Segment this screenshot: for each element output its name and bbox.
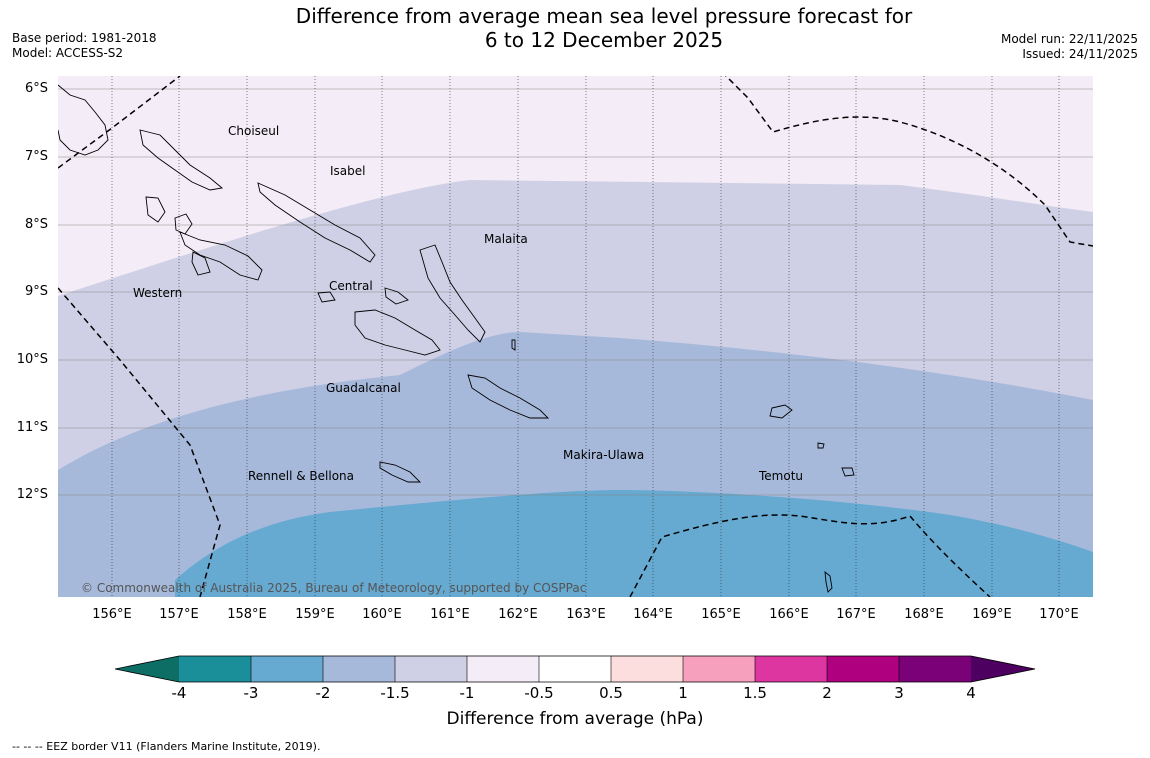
vanikoro-coast	[841, 467, 855, 477]
issued-date: Issued: 24/11/2025	[1022, 47, 1138, 61]
rendova-coast	[191, 251, 211, 276]
colorbar-extend-high	[971, 656, 1035, 682]
colorbar-tick-minus-4: -4	[171, 684, 187, 702]
lon-label-166e: 166°E	[769, 607, 809, 622]
anuta-coast	[824, 570, 833, 593]
lat-label-7s: 7°S	[24, 149, 48, 164]
title-line-2: 6 to 12 December 2025	[484, 28, 724, 52]
title-line-1: Difference from average mean sea level p…	[295, 4, 913, 28]
colorbar-segment-2	[323, 656, 396, 682]
colorbar-tick-4: 4	[966, 684, 976, 702]
colorbar-segment-6	[611, 656, 684, 682]
makira-coast	[467, 374, 550, 419]
lon-label-170e: 170°E	[1039, 607, 1079, 622]
lon-label-157e: 157°E	[159, 607, 199, 622]
colorbar-tick-minus-1: -1	[459, 684, 475, 702]
region-label-malaita: Malaita	[484, 232, 528, 246]
region-label-makira-ulawa: Makira-Ulawa	[563, 448, 644, 462]
eez-border	[58, 76, 1093, 597]
guadalcanal-coast	[354, 309, 441, 356]
colorbar-segment-1	[251, 656, 324, 682]
colorbar-segment-10	[899, 656, 972, 682]
copyright-notice: © Commonwealth of Australia 2025, Bureau…	[81, 581, 586, 595]
ulawa-coast	[511, 339, 516, 351]
region-label-western: Western	[133, 286, 182, 300]
choiseul-coast	[139, 129, 224, 191]
region-label-rennell-bellona: Rennell & Bellona	[248, 469, 354, 483]
bougainville-coast	[58, 84, 109, 156]
colorbar-tick-minus-2: -2	[315, 684, 331, 702]
region-label-isabel: Isabel	[330, 164, 365, 178]
colorbar-tick-2: 2	[822, 684, 832, 702]
model-run: Model run: 22/11/2025	[1000, 32, 1138, 46]
base-period: Base period: 1981-2018	[12, 31, 157, 45]
kolombangara-coast	[174, 213, 193, 235]
region-label-central: Central	[329, 279, 373, 293]
chart-title: Difference from average mean sea level p…	[0, 4, 1150, 52]
vella-lavella-coast	[145, 196, 166, 223]
malaita-coast	[419, 244, 486, 343]
region-label-choiseul: Choiseul	[228, 124, 279, 138]
colorbar-segment-9	[827, 656, 900, 682]
lon-label-159e: 159°E	[295, 607, 335, 622]
model-name: Model: ACCESS-S2	[12, 46, 124, 60]
lon-label-167e: 167°E	[836, 607, 876, 622]
region-labels: Choiseul Isabel Malaita Western Central …	[133, 124, 803, 483]
lon-label-164e: 164°E	[633, 607, 673, 622]
colorbar-segment-4	[467, 656, 540, 682]
colorbar-segment-5	[539, 656, 612, 682]
lat-label-8s: 8°S	[24, 217, 48, 232]
santa-cruz-coast	[769, 404, 793, 419]
colorbar-segment-3	[395, 656, 468, 682]
coastlines	[58, 84, 855, 593]
florida-islands-coast	[317, 291, 336, 303]
lat-label-11s: 11°S	[16, 420, 48, 435]
colorbar-tick-3: 3	[894, 684, 904, 702]
lon-label-162e: 162°E	[498, 607, 538, 622]
tinakula-coast	[817, 442, 825, 449]
meta-right: Model run: 22/11/2025 Issued: 24/11/2025	[1001, 32, 1138, 62]
lat-label-12s: 12°S	[16, 487, 48, 502]
colorbar-tick-minus-3: -3	[243, 684, 259, 702]
region-label-temotu: Temotu	[758, 469, 803, 483]
lon-label-158e: 158°E	[227, 607, 267, 622]
lon-label-161e: 161°E	[430, 607, 470, 622]
colorbar-tick-1: 1	[678, 684, 688, 702]
colorbar-outline	[114, 655, 1036, 683]
russell-islands-coast	[384, 287, 409, 305]
colorbar-segment-0	[179, 656, 252, 682]
band-minus-3-to-minus-2	[175, 490, 1093, 597]
colorbar-segment-7	[683, 656, 756, 682]
lon-label-165e: 165°E	[701, 607, 741, 622]
new-georgia-coast	[179, 231, 263, 281]
colorbar-tick-minus-1-5: -1.5	[380, 684, 410, 702]
lon-label-156e: 156°E	[92, 607, 132, 622]
lat-label-9s: 9°S	[24, 284, 48, 299]
colorbar-tick-minus-0-5: -0.5	[524, 684, 554, 702]
lon-label-168e: 168°E	[904, 607, 944, 622]
lon-label-163e: 163°E	[566, 607, 606, 622]
colorbar	[114, 655, 1036, 683]
isabel-coast	[257, 182, 376, 263]
meta-left: Base period: 1981-2018 Model: ACCESS-S2	[12, 31, 157, 61]
region-label-guadalcanal: Guadalcanal	[326, 381, 401, 395]
lat-label-10s: 10°S	[16, 352, 48, 367]
lon-label-169e: 169°E	[972, 607, 1012, 622]
colorbar-tick-0-5: 0.5	[599, 684, 623, 702]
colorbar-extend-low	[115, 656, 179, 682]
graticule	[58, 76, 1093, 597]
lat-label-6s: 6°S	[24, 81, 48, 96]
footer-eez-note: -- -- -- EEZ border V11 (Flanders Marine…	[12, 740, 321, 753]
rennell-coast	[379, 461, 422, 483]
lon-label-160e: 160°E	[362, 607, 402, 622]
colorbar-segment-8	[755, 656, 828, 682]
colorbar-tick-1-5: 1.5	[743, 684, 767, 702]
colorbar-title: Difference from average (hPa)	[446, 709, 704, 729]
